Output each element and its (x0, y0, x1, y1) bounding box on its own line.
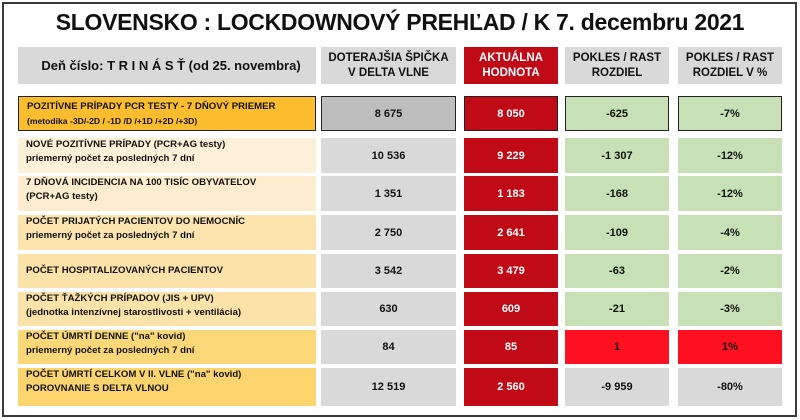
row-label-line1: POČET ÚMRTÍ CELKOM V II. VLNE ("na" kovi… (26, 369, 242, 380)
row-label-new-positive: NOVÉ POZITÍVNE PRÍPADY (PCR+AG testy) pr… (18, 138, 316, 173)
peak-value: 10 536 (321, 138, 456, 173)
row-label-line2: priemerný počet za posledných 7 dní (26, 345, 195, 356)
header-diff-line1: POKLES / RAST (572, 51, 662, 64)
row-label-line2: POROVNANIE S DELTA VLNOU (26, 383, 169, 394)
header-pct-line2: ROZDIEL V % (692, 66, 768, 79)
current-value: 609 (464, 292, 558, 326)
pct-value: -80% (678, 368, 782, 406)
peak-value: 3 542 (321, 254, 456, 288)
row-label-line2: priemerný počet za posledných 7 dní (26, 153, 195, 164)
header-pct: POKLES / RAST ROZDIEL V % (678, 47, 782, 84)
pct-value: -12% (678, 176, 782, 211)
current-value: 85 (464, 330, 558, 364)
header-current-line2: HODNOTA (482, 66, 540, 79)
row-label-severe: POČET ŤAŽKÝCH PRÍPADOV (JIS + UPV) (jedn… (18, 292, 316, 326)
pct-value: -3% (678, 292, 782, 326)
row-label-line1: POČET ÚMRTÍ DENNE ("na" kovid) (26, 331, 186, 342)
peak-value: 630 (321, 292, 456, 326)
header-pct-line1: POKLES / RAST (685, 51, 775, 64)
row-label-incidence: 7 DŇOVÁ INCIDENCIA NA 100 TISÍC OBYVATEĽ… (18, 176, 316, 211)
peak-value: 8 675 (321, 96, 456, 131)
row-label-admitted: POČET PRIJATÝCH PACIENTOV DO NEMOCNÍC pr… (18, 215, 316, 250)
current-value: 2 641 (464, 215, 558, 250)
pct-value: 1% (678, 330, 782, 364)
row-label-deaths-daily: POČET ÚMRTÍ DENNE ("na" kovid) priemerný… (18, 330, 316, 364)
row-label-line2: priemerný počet za posledných 7 dní (26, 230, 195, 241)
diff-value: -1 307 (565, 138, 669, 173)
row-label-hospitalized: POČET HOSPITALIZOVANÝCH PACIENTOV (18, 254, 316, 288)
row-label-deaths-total: POČET ÚMRTÍ CELKOM V II. VLNE ("na" kovi… (18, 368, 316, 406)
diff-value: -109 (565, 215, 669, 250)
row-label-line2: (metodika -3D/-2D / -1D /D /+1D /+2D /+3… (27, 115, 198, 126)
row-label-line1: POČET PRIJATÝCH PACIENTOV DO NEMOCNÍC (26, 216, 246, 227)
row-label-line1: POZITÍVNE PRÍPADY PCR TESTY - 7 DŇOVÝ PR… (27, 100, 276, 112)
header-current-line1: AKTUÁLNA (479, 51, 543, 64)
day-number-label: Deň číslo: T R I N Á S Ť (od 25. novembr… (18, 47, 316, 84)
row-label-pcr-7day: POZITÍVNE PRÍPADY PCR TESTY - 7 DŇOVÝ PR… (18, 96, 316, 131)
current-value: 3 479 (464, 254, 558, 288)
pct-value: -4% (678, 215, 782, 250)
header-diff: POKLES / RAST ROZDIEL (565, 47, 669, 84)
pct-value: -2% (678, 254, 782, 288)
diff-value: -21 (565, 292, 669, 326)
peak-value: 1 351 (321, 176, 456, 211)
day-number-text: Deň číslo: T R I N Á S Ť (od 25. novembr… (41, 57, 301, 73)
current-value: 9 229 (464, 138, 558, 173)
diff-value: -168 (565, 176, 669, 211)
diff-value: -9 959 (565, 368, 669, 406)
pct-value: -7% (678, 96, 782, 131)
current-value: 8 050 (464, 96, 558, 131)
pct-value: -12% (678, 138, 782, 173)
diff-value: 1 (565, 330, 669, 364)
peak-value: 2 750 (321, 215, 456, 250)
page-title: SLOVENSKO : LOCKDOWNOVÝ PREHĽAD / K 7. d… (55, 9, 745, 35)
header-diff-line2: ROZDIEL (591, 66, 643, 79)
peak-value: 12 519 (321, 368, 456, 406)
row-label-line1: 7 DŇOVÁ INCIDENCIA NA 100 TISÍC OBYVATEĽ… (26, 177, 257, 188)
header-peak: DOTERAJŠIA ŠPIČKA V DELTA VLNE (321, 47, 456, 84)
header-peak-line2: V DELTA VLNE (348, 66, 429, 79)
diff-value: -625 (565, 96, 669, 131)
current-value: 1 183 (464, 176, 558, 211)
row-label-line1: NOVÉ POZITÍVNE PRÍPADY (PCR+AG testy) (26, 139, 226, 150)
row-label-line2: (jednotka intenzívnej starostlivosti + v… (26, 307, 242, 318)
header-current: AKTUÁLNA HODNOTA (464, 47, 558, 84)
row-label-line1: POČET HOSPITALIZOVANÝCH PACIENTOV (26, 265, 224, 276)
current-value: 2 560 (464, 368, 558, 406)
row-label-line2: (PCR+AG testy) (26, 191, 98, 202)
peak-value: 84 (321, 330, 456, 364)
row-label-line1: POČET ŤAŽKÝCH PRÍPADOV (JIS + UPV) (26, 293, 214, 304)
header-peak-line1: DOTERAJŠIA ŠPIČKA (328, 51, 449, 64)
diff-value: -63 (565, 254, 669, 288)
